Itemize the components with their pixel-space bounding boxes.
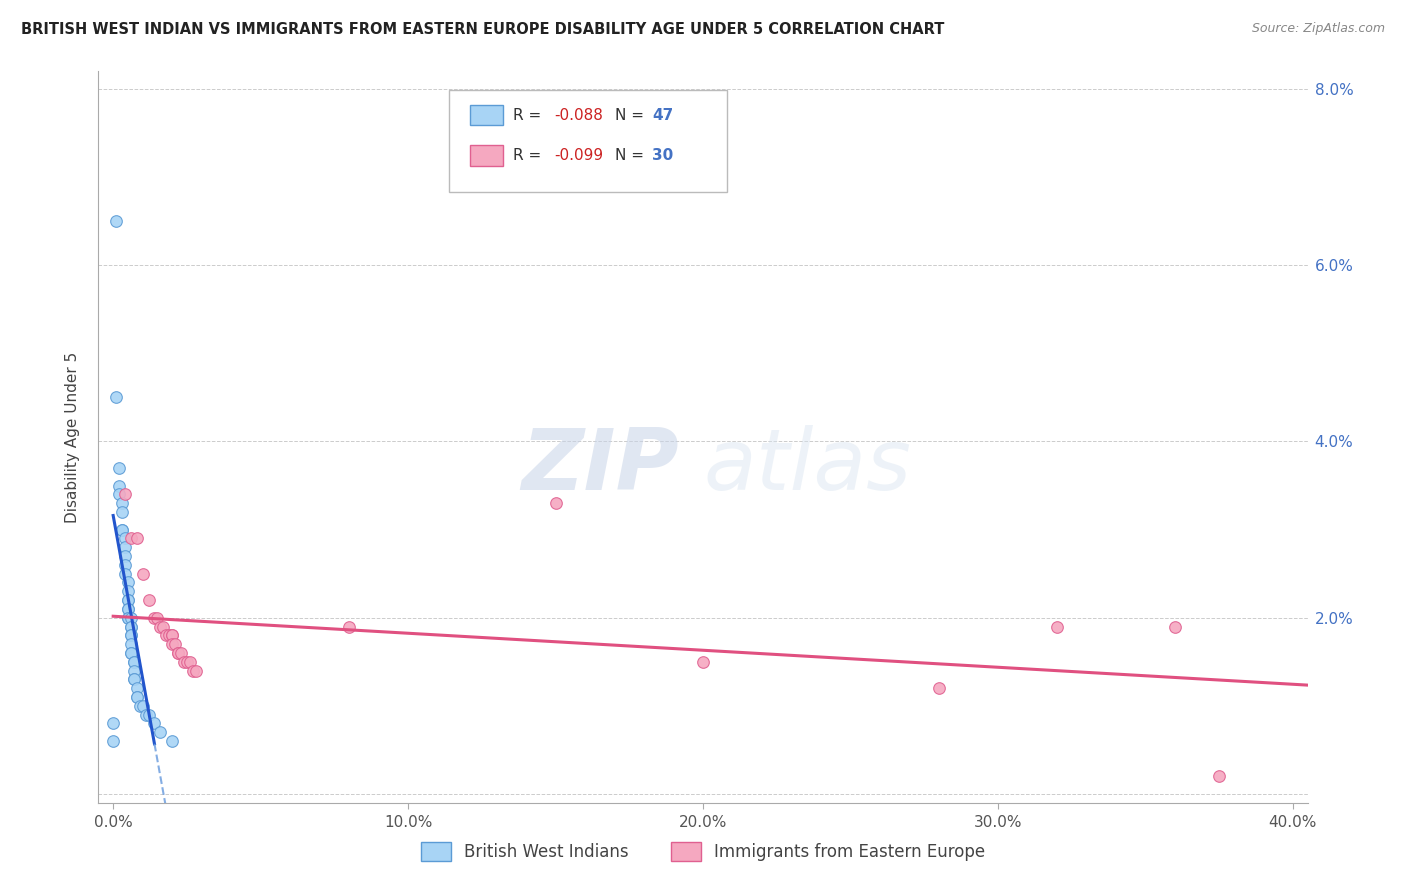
Point — [165, 637, 187, 651]
Text: 30: 30 — [652, 148, 673, 163]
Point — [157, 628, 180, 642]
Point — [117, 593, 139, 607]
Point — [114, 487, 136, 501]
Point — [117, 611, 139, 625]
Point — [160, 637, 183, 651]
Point — [117, 611, 139, 625]
Text: N =: N = — [614, 148, 648, 163]
Point — [1046, 619, 1069, 633]
Point — [105, 391, 128, 405]
Point — [108, 478, 131, 492]
Point — [149, 619, 172, 633]
Point — [120, 532, 142, 546]
Point — [101, 716, 124, 731]
Point — [114, 558, 136, 572]
Text: 47: 47 — [652, 108, 673, 123]
Legend: British West Indians, Immigrants from Eastern Europe: British West Indians, Immigrants from Ea… — [415, 835, 991, 868]
Point — [117, 602, 139, 616]
Point — [114, 532, 136, 546]
Point — [122, 673, 145, 687]
Point — [125, 681, 148, 696]
Point — [135, 707, 157, 722]
Point — [1164, 619, 1187, 633]
Point — [120, 637, 142, 651]
Point — [122, 655, 145, 669]
Point — [131, 698, 153, 713]
Point — [167, 646, 190, 660]
Point — [125, 690, 148, 704]
Point — [111, 496, 134, 510]
Point — [160, 628, 183, 642]
Point — [120, 628, 142, 642]
Point — [170, 646, 193, 660]
Text: -0.099: -0.099 — [554, 148, 603, 163]
Point — [173, 655, 195, 669]
Point — [160, 734, 183, 748]
FancyBboxPatch shape — [470, 105, 503, 126]
Point — [117, 593, 139, 607]
Point — [122, 664, 145, 678]
Text: ZIP: ZIP — [522, 425, 679, 508]
Point — [138, 593, 160, 607]
Point — [143, 611, 166, 625]
Point — [111, 505, 134, 519]
Point — [117, 584, 139, 599]
Point — [155, 628, 177, 642]
Point — [179, 655, 201, 669]
FancyBboxPatch shape — [470, 145, 503, 166]
Point — [120, 619, 142, 633]
Point — [125, 690, 148, 704]
Point — [101, 734, 124, 748]
Point — [120, 611, 142, 625]
Point — [176, 655, 198, 669]
Point — [146, 611, 169, 625]
Point — [117, 575, 139, 590]
Point — [111, 523, 134, 537]
Point — [138, 707, 160, 722]
Point — [544, 496, 567, 510]
Point — [184, 664, 207, 678]
Point — [120, 619, 142, 633]
Point — [1208, 769, 1230, 783]
Point — [114, 549, 136, 563]
Point — [108, 487, 131, 501]
Text: atlas: atlas — [703, 425, 911, 508]
Point — [131, 566, 153, 581]
Point — [167, 646, 190, 660]
Text: N =: N = — [614, 108, 648, 123]
Point — [105, 214, 128, 228]
Point — [928, 681, 950, 696]
Text: BRITISH WEST INDIAN VS IMMIGRANTS FROM EASTERN EUROPE DISABILITY AGE UNDER 5 COR: BRITISH WEST INDIAN VS IMMIGRANTS FROM E… — [21, 22, 945, 37]
Text: R =: R = — [513, 148, 547, 163]
Point — [692, 655, 714, 669]
Text: Source: ZipAtlas.com: Source: ZipAtlas.com — [1251, 22, 1385, 36]
Point — [149, 725, 172, 739]
Point — [152, 619, 174, 633]
Point — [181, 664, 204, 678]
Point — [120, 646, 142, 660]
Point — [160, 628, 183, 642]
Text: R =: R = — [513, 108, 547, 123]
Point — [125, 532, 148, 546]
Point — [122, 655, 145, 669]
Y-axis label: Disability Age Under 5: Disability Age Under 5 — [65, 351, 80, 523]
FancyBboxPatch shape — [449, 90, 727, 192]
Point — [128, 698, 150, 713]
Point — [117, 602, 139, 616]
Point — [114, 540, 136, 554]
Point — [108, 461, 131, 475]
Point — [143, 716, 166, 731]
Point — [120, 628, 142, 642]
Point — [337, 619, 360, 633]
Point — [122, 673, 145, 687]
Text: -0.088: -0.088 — [554, 108, 603, 123]
Point — [111, 523, 134, 537]
Point — [114, 566, 136, 581]
Point — [120, 646, 142, 660]
